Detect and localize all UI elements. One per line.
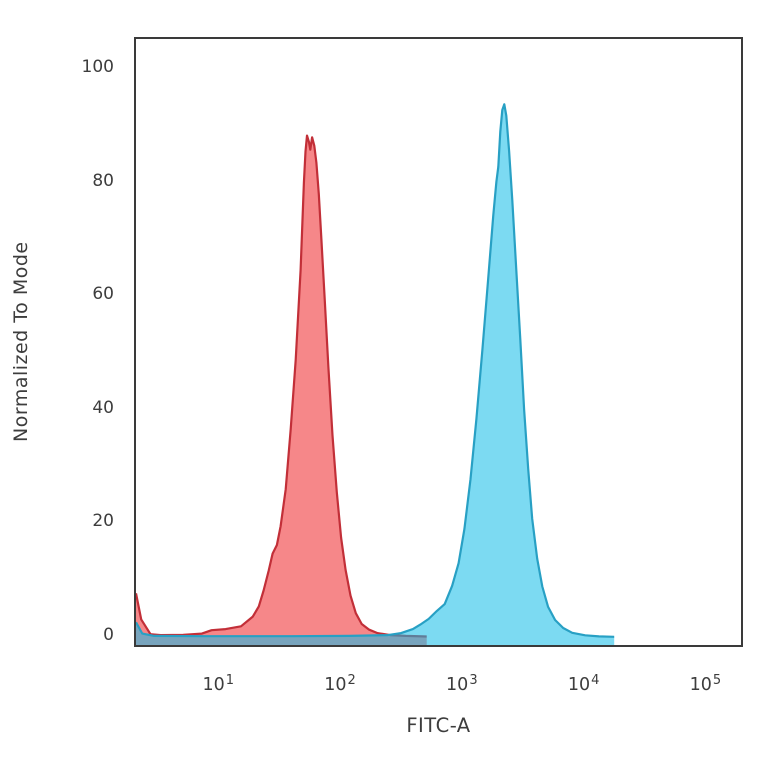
y-tick-label-0: 0 [103,625,114,646]
x-tick-label-10e5: 105 [689,673,722,695]
red-histogram-fill [136,135,427,645]
cyan-histogram-fill [136,104,615,645]
x-tick-exponent: 2 [347,673,356,688]
y-tick-label-20: 20 [92,511,114,532]
x-tick-exponent: 5 [712,673,722,688]
cyan-histogram-outline [136,103,615,638]
red-histogram-outline [136,134,427,638]
x-tick-label-10e2: 102 [324,673,356,695]
x-tick-exponent: 1 [225,673,235,688]
x-tick-exponent: 3 [469,673,478,688]
y-tick-label-40: 40 [92,397,114,418]
x-tick-label-10e3: 103 [446,673,478,695]
y-tick-label-60: 60 [92,284,114,305]
x-tick-exponent: 4 [591,673,600,688]
x-axis-title: FITC-A [406,714,471,737]
y-axis-title: Normalized To Mode [10,241,32,443]
y-tick-label-80: 80 [92,170,114,191]
plot-area [134,37,743,647]
x-tick-label-10e1: 101 [202,673,235,695]
y-tick-label-100: 100 [81,57,114,78]
x-tick-label-10e4: 104 [567,673,600,695]
histogram-canvas [136,103,615,645]
